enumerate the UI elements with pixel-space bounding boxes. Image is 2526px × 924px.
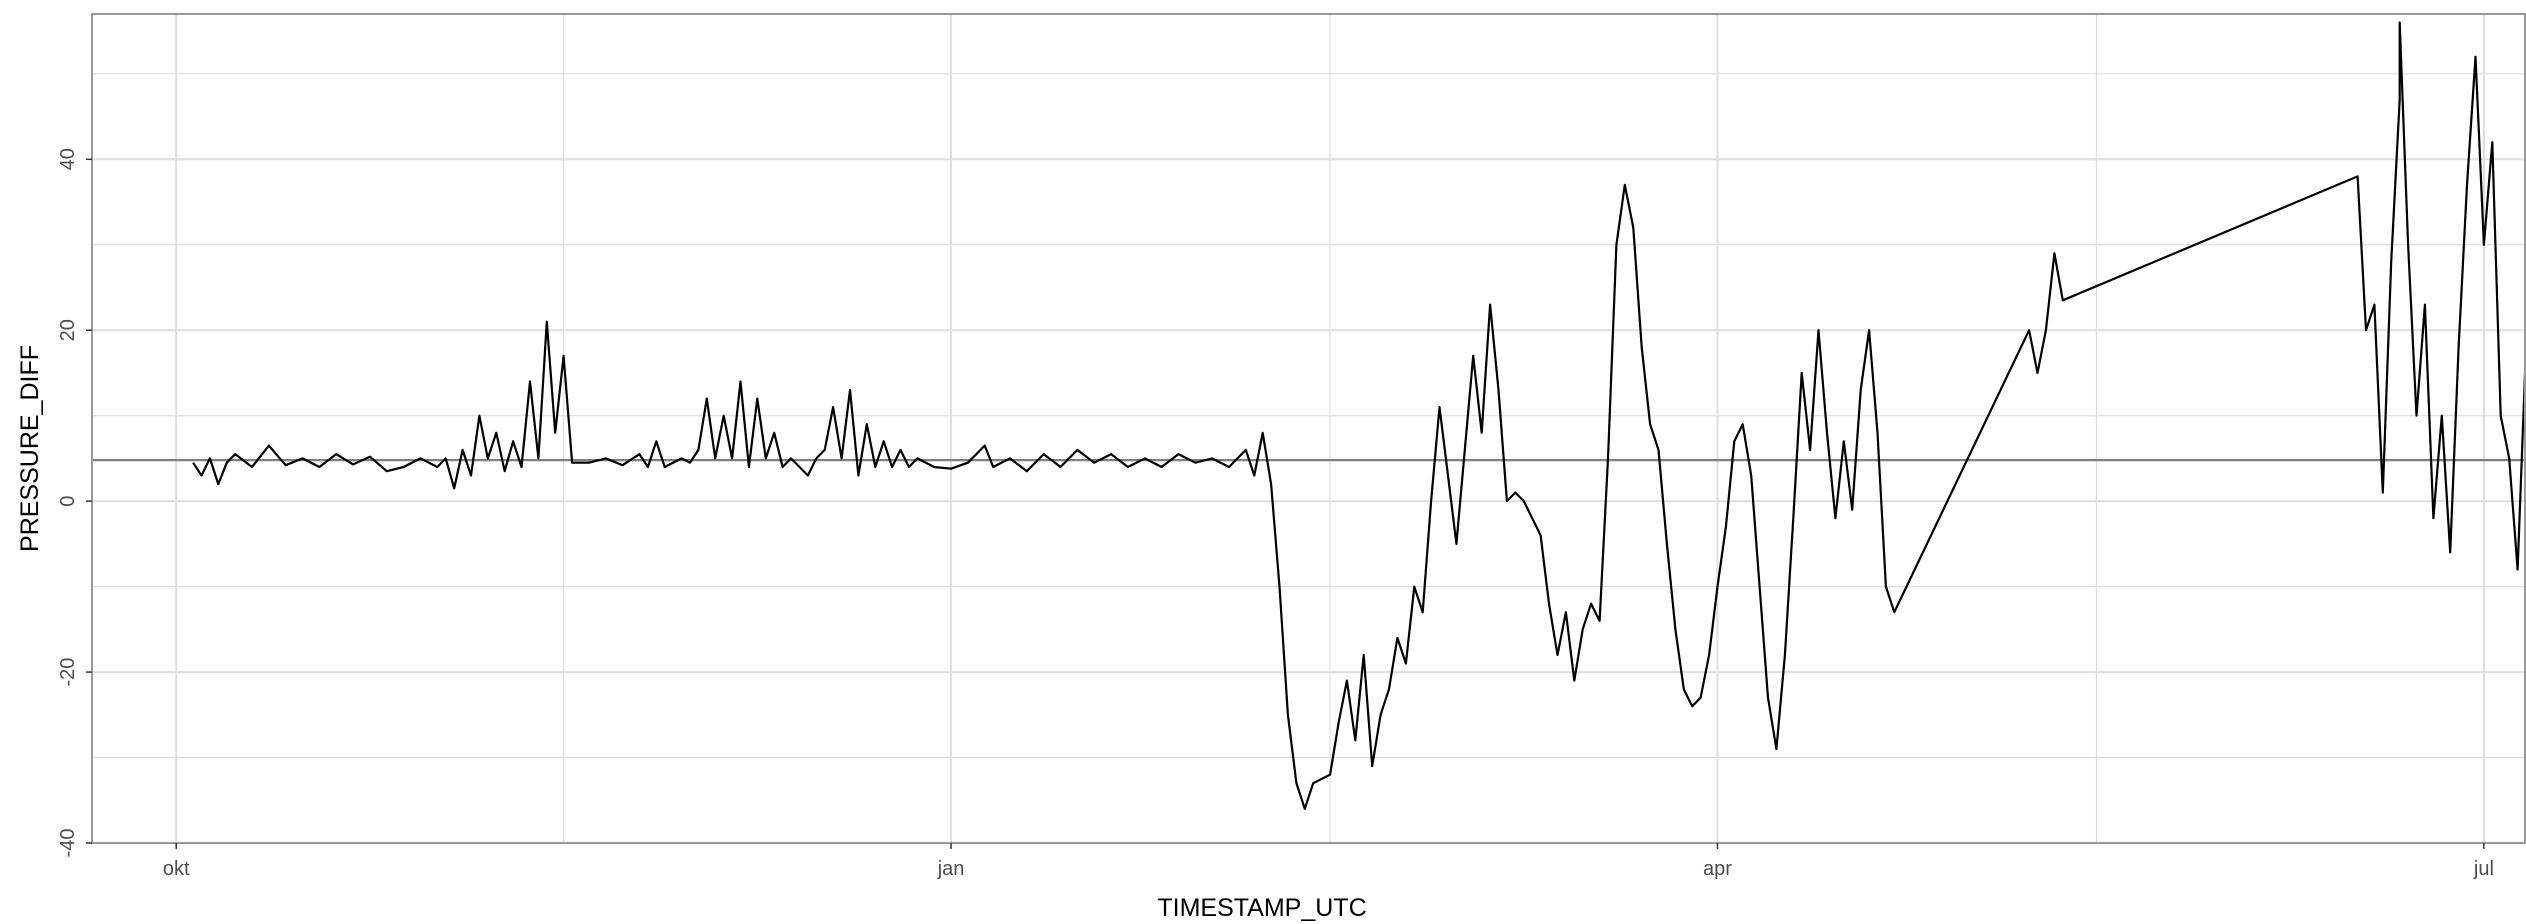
x-tick-label: okt xyxy=(163,858,190,880)
y-tick-label: -40 xyxy=(57,829,79,858)
x-tick-label: jul xyxy=(2473,858,2494,880)
x-axis-ticks: okt jan apr jul xyxy=(163,843,2494,880)
x-tick-label: apr xyxy=(1703,858,1732,880)
panel-border xyxy=(91,13,2526,844)
grid xyxy=(92,14,2526,844)
y-axis-title: PRESSURE_DIFF xyxy=(16,345,44,552)
series-line xyxy=(192,21,2526,810)
y-axis-ticks: -40 -20 0 20 40 xyxy=(57,148,92,857)
panel-border-rect xyxy=(91,13,2526,844)
y-tick-label: 0 xyxy=(57,496,79,507)
y-tick-label: 40 xyxy=(57,148,79,170)
y-tick-label: -20 xyxy=(57,658,79,687)
x-tick-label: jan xyxy=(937,858,965,880)
y-tick-label: 20 xyxy=(57,319,79,341)
series xyxy=(192,21,2526,810)
x-axis-title: TIMESTAMP_UTC xyxy=(1157,894,1366,922)
